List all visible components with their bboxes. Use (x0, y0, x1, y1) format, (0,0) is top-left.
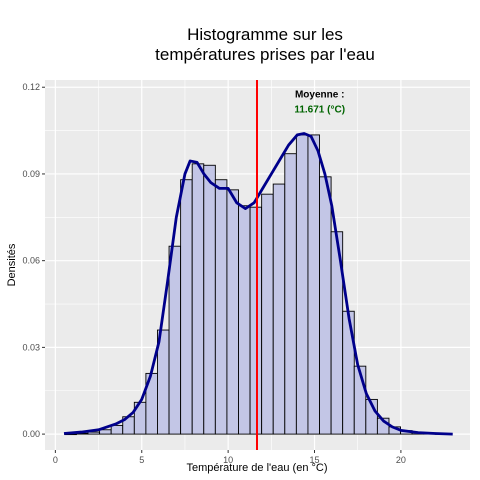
y-axis-label: Densités (6, 243, 18, 286)
histogram-bar (272, 183, 286, 435)
histogram-bar (87, 431, 101, 435)
mean-annotation-value: 11.671 (°C) (294, 104, 345, 115)
histogram-bar (99, 429, 112, 435)
histogram-bar (203, 164, 216, 435)
histogram-bar (110, 424, 124, 435)
histogram-bar (214, 179, 228, 435)
mean-annotation-label: Moyenne : (295, 89, 344, 100)
histogram-bar (238, 205, 251, 435)
y-tick-label: 0.06 (22, 256, 40, 266)
histogram-bar (284, 153, 297, 435)
histogram-bar (307, 134, 320, 435)
mean-annotation: Moyenne : 11.671 (°C) (294, 89, 345, 115)
histogram-bar (261, 193, 274, 435)
histogram-bar (226, 189, 239, 435)
y-tick-label: 0.09 (22, 169, 40, 179)
x-axis-label: Température de l'eau (en °C) (186, 462, 327, 474)
x-tick-label: 0 (53, 455, 58, 465)
histogram-bar (180, 179, 193, 435)
histogram-bar (295, 134, 309, 435)
y-axis-ticks: 0.00 0.03 0.06 0.09 0.12 (22, 82, 45, 439)
histogram-bars (64, 134, 448, 436)
x-tick-label: 20 (396, 455, 406, 465)
histogram-bar (365, 398, 378, 435)
x-axis-ticks: 0 5 10 15 20 (53, 450, 406, 465)
histogram-bar (249, 206, 263, 435)
histogram-bar (319, 176, 332, 435)
y-tick-label: 0.00 (22, 429, 40, 439)
x-tick-label: 15 (310, 455, 320, 465)
y-tick-label: 0.12 (22, 82, 40, 92)
density-curve-group (63, 132, 453, 436)
y-tick-label: 0.03 (22, 342, 40, 352)
density-curve (63, 132, 453, 436)
chart-title-line-2: températures prises par l'eau (155, 45, 375, 64)
chart-title: Histogramme sur les températures prises … (155, 25, 375, 64)
x-tick-label: 5 (139, 455, 144, 465)
histogram-bar (168, 245, 182, 435)
histogram-bar (191, 163, 205, 435)
x-tick-label: 10 (223, 455, 233, 465)
chart-title-line-1: Histogramme sur les (187, 25, 343, 44)
